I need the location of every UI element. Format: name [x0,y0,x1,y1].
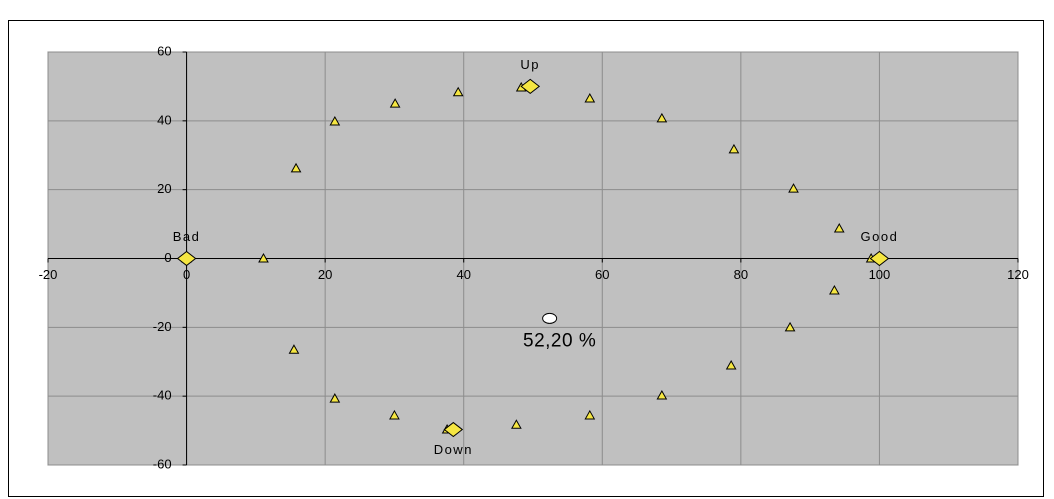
point [829,284,840,295]
point [511,419,522,429]
point-label: 52,20 % [523,330,596,351]
point [452,86,464,97]
point [728,143,740,154]
x-tick-label: 100 [869,267,891,282]
x-tick-label: -20 [39,267,58,282]
point [329,393,341,403]
point [329,116,341,126]
y-tick-label: 40 [157,112,171,127]
point [788,183,799,193]
point [833,223,845,233]
x-tick-label: 40 [456,267,470,282]
point-label: Bad [173,229,201,244]
point [176,250,197,267]
point-label: Down [434,442,473,457]
point [725,360,737,370]
point-label: Good [861,229,899,244]
point [656,112,668,123]
y-tick-label: 60 [157,43,171,58]
x-tick-label: 60 [595,267,609,282]
x-tick-label: 20 [318,267,332,282]
y-tick-label: -60 [153,456,172,471]
y-tick-label: 0 [164,250,171,265]
y-tick-label: -20 [153,319,172,334]
point [389,409,400,420]
y-tick-label: -40 [153,388,172,403]
point [542,312,558,324]
x-tick-label: 80 [734,267,748,282]
point [288,344,300,354]
point-label: Up [520,57,540,72]
point [258,252,269,263]
point [784,321,796,332]
point [520,78,541,95]
point [584,409,596,420]
y-tick-label: 20 [157,181,171,196]
x-tick-label: 120 [1007,267,1029,282]
point [584,92,596,103]
point [869,250,890,267]
point [389,98,401,108]
point [656,389,668,400]
point [443,421,464,438]
point [290,162,302,173]
